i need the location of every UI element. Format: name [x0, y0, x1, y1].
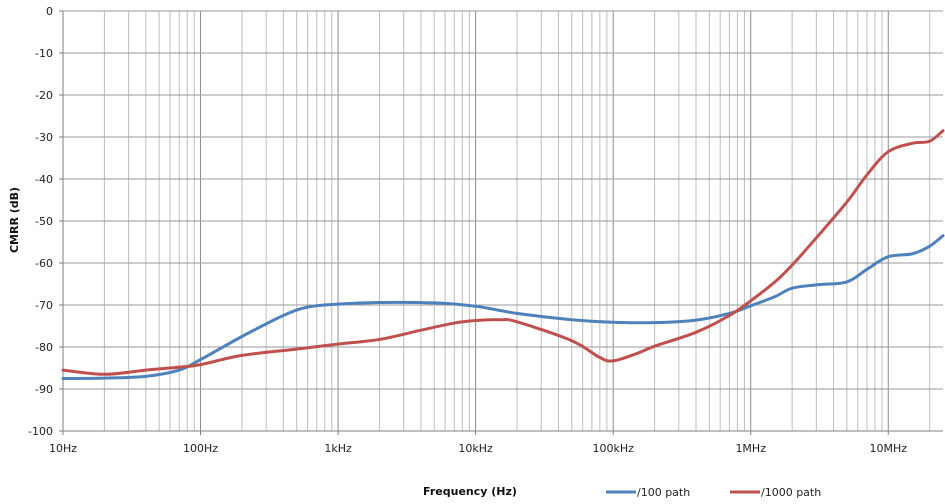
y-tick-label: 0	[46, 5, 53, 18]
tick-labels: 0 -10 -20 -30 -40 -50 -60 -70 -80 -90 -100 10Hz 100H…	[28, 5, 907, 455]
y-tick-label: -30	[35, 131, 53, 144]
y-tick-label: -80	[35, 341, 53, 354]
x-axis-title: Frequency (Hz)	[423, 485, 517, 498]
x-tick-label: 10MHz	[869, 442, 907, 455]
y-tick-label: -20	[35, 89, 53, 102]
x-tick-label: 1kHz	[324, 442, 352, 455]
y-tick-label: -60	[35, 257, 53, 270]
series-line-1000-path	[61, 129, 945, 376]
y-tick-label: -90	[35, 383, 53, 396]
series-line-100-path	[61, 234, 945, 380]
y-tick-label: -50	[35, 215, 53, 228]
legend: /100 path/1000 path	[606, 486, 821, 499]
axes	[59, 10, 943, 435]
y-tick-label: -10	[35, 47, 53, 60]
legend-label-100-path: /100 path	[637, 486, 690, 499]
x-tick-label: 100Hz	[183, 442, 218, 455]
x-tick-label: 10kHz	[458, 442, 493, 455]
x-tick-label: 100kHz	[592, 442, 634, 455]
x-tick-label: 1MHz	[735, 442, 766, 455]
y-axis-title: CMRR (dB)	[8, 187, 21, 253]
y-tick-label: -40	[35, 173, 53, 186]
legend-label-1000-path: /1000 path	[761, 486, 821, 499]
y-tick-label: -100	[28, 425, 53, 438]
y-tick-label: -70	[35, 299, 53, 312]
series-lines	[61, 129, 945, 380]
x-tick-label: 10Hz	[49, 442, 77, 455]
